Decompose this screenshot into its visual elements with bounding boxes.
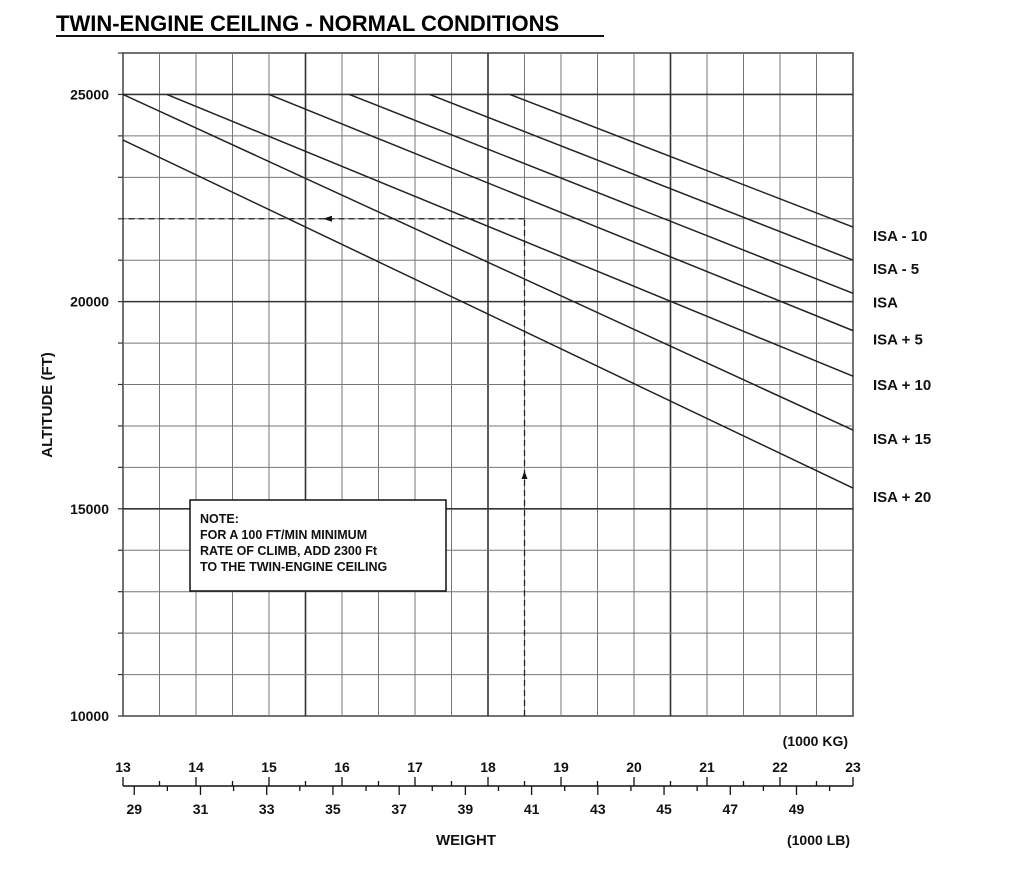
series-label-1: ISA - 5	[873, 261, 919, 278]
y-ticks: 25000 20000 15000 10000	[70, 86, 109, 724]
example-path	[123, 215, 528, 716]
kg-tick-label: 21	[699, 759, 715, 775]
series-line-3	[268, 93, 854, 332]
kg-tick-label: 14	[188, 759, 204, 775]
x-axis-label: WEIGHT	[436, 832, 496, 849]
note-line-3: RATE OF CLIMB, ADD 2300 Ft	[200, 544, 378, 558]
kg-tick-label: 16	[334, 759, 350, 775]
series-line-1	[429, 93, 854, 261]
series-label-3: ISA + 5	[873, 332, 923, 349]
note-border	[189, 499, 447, 592]
kg-tick-label: 17	[407, 759, 423, 775]
series-line-6	[122, 139, 854, 489]
note-box: NOTE: FOR A 100 FT/MIN MINIMUM RATE OF C…	[189, 499, 447, 592]
series-line-0	[509, 93, 854, 228]
series-label-2: ISA	[873, 294, 898, 311]
lb-tick-label: 33	[259, 801, 275, 817]
kg-tick-label: 20	[626, 759, 642, 775]
kg-tick-label: 19	[553, 759, 569, 775]
lb-tick-label: 41	[524, 801, 540, 817]
note-line-4: TO THE TWIN-ENGINE CEILING	[200, 560, 387, 574]
arrow-left-icon	[323, 215, 332, 222]
series-label-5: ISA + 15	[873, 431, 931, 448]
series-lines	[122, 93, 854, 489]
lb-tick-label: 29	[126, 801, 142, 817]
lb-tick-label: 49	[789, 801, 805, 817]
lb-tick-label: 39	[458, 801, 474, 817]
note-line-1: NOTE:	[200, 512, 239, 526]
lb-tick-label: 47	[722, 801, 738, 817]
y-tick-label: 20000	[70, 294, 109, 310]
y-tick-label: 15000	[70, 501, 109, 517]
y-tick-label: 10000	[70, 708, 109, 724]
kg-tick-label: 13	[115, 759, 131, 775]
x-unit-lb-label: (1000 LB)	[787, 832, 850, 848]
lb-tick-label: 37	[391, 801, 407, 817]
weight-axis: 13 14 15 16 17 18 19 20 21 22 23 29 31 33 35 37 39 41 43 45…	[115, 759, 861, 817]
x-unit-kg-label: (1000 KG)	[783, 733, 848, 749]
note-line-2: FOR A 100 FT/MIN MINIMUM	[200, 528, 367, 542]
lb-tick-label: 35	[325, 801, 341, 817]
lb-tick-label: 43	[590, 801, 606, 817]
kg-tick-label: 15	[261, 759, 277, 775]
y-tick-label: 25000	[70, 86, 109, 102]
series-line-2	[349, 93, 854, 295]
lb-tick-label: 45	[656, 801, 672, 817]
kg-tick-label: 22	[772, 759, 788, 775]
chart-title: TWIN-ENGINE CEILING - NORMAL CONDITIONS	[56, 11, 559, 36]
series-label-6: ISA + 20	[873, 489, 931, 506]
series-label-4: ISA + 10	[873, 377, 931, 394]
series-line-4	[166, 93, 854, 377]
arrow-up-icon	[521, 471, 528, 479]
grid	[118, 52, 854, 717]
series-label-0: ISA - 10	[873, 228, 927, 245]
kg-tick-label: 23	[845, 759, 861, 775]
lb-tick-label: 31	[193, 801, 209, 817]
kg-tick-label: 18	[480, 759, 496, 775]
series-labels: ISA - 10 ISA - 5 ISA ISA + 5 ISA + 10 ISA + 1…	[873, 228, 931, 506]
y-axis-label: ALTITUDE (FT)	[39, 352, 56, 458]
series-line-5	[122, 93, 854, 431]
